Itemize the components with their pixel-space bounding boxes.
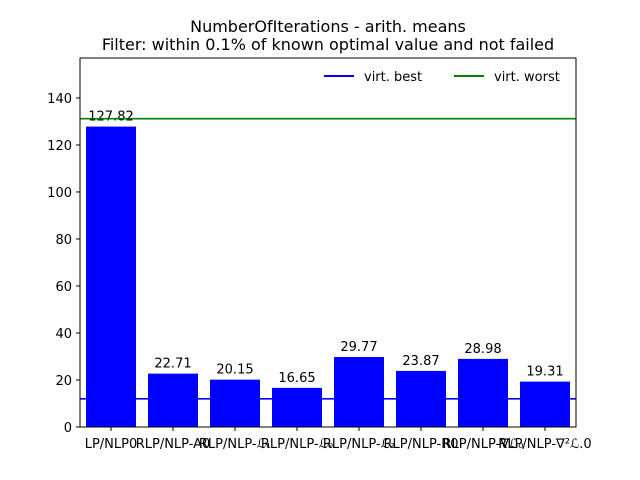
y-tick-label-5: 100 — [47, 186, 72, 201]
bar-3 — [272, 387, 322, 427]
x-tick-label-7: RLP/NLP-∇²ℒ.0 — [498, 437, 591, 452]
y-tick-label-4: 80 — [55, 233, 72, 248]
chart-subtitle: Filter: within 0.1% of known optimal val… — [102, 35, 554, 54]
bar-0 — [86, 126, 136, 428]
y-tick-label-6: 120 — [47, 139, 72, 154]
bar-4 — [334, 357, 384, 427]
legend-label-1: virt. worst — [494, 70, 560, 85]
bar-value-label-6: 28.98 — [464, 342, 501, 357]
bar-7 — [520, 381, 570, 427]
y-tick-label-0: 0 — [64, 421, 72, 436]
x-tick-label-4: RLP/NLP-ℒ₂ — [323, 437, 395, 452]
bar-1 — [148, 373, 198, 427]
chart-title: NumberOfIterations - arith. means — [190, 17, 466, 36]
bar-value-label-7: 19.31 — [526, 365, 563, 380]
x-tick-label-1: RLP/NLP-A0 — [136, 437, 211, 452]
axes-frame — [79, 57, 577, 428]
bar-value-label-3: 16.65 — [278, 371, 315, 386]
x-tick-label-6: RLP/NLP-∇ℒ₀ — [443, 437, 524, 452]
y-tick-label-7: 140 — [47, 92, 72, 107]
legend-label-0: virt. best — [364, 70, 422, 85]
bar-2 — [210, 379, 260, 427]
x-tick-label-2: RLP/NLP-ℒ₁ — [199, 437, 271, 452]
y-tick-label-2: 40 — [55, 327, 72, 342]
bar-value-label-2: 20.15 — [216, 363, 253, 378]
y-tick-label-3: 60 — [55, 280, 72, 295]
y-tick-label-1: 20 — [55, 374, 72, 389]
plot-area: 127.82 LP/NLP0 22.71 RLP/NLP-A0 20.15 RLP/NLP… — [47, 57, 592, 452]
x-tick-label-3: RLP/NLP-ℒ₀ — [261, 437, 333, 452]
bar-value-label-4: 29.77 — [340, 340, 377, 355]
bar-value-label-1: 22.71 — [154, 357, 191, 372]
x-tick-label-5: RLP/NLP-R0 — [383, 437, 458, 452]
bar-value-label-5: 23.87 — [402, 354, 439, 369]
bar-6 — [458, 358, 508, 427]
x-tick-label-0: LP/NLP0 — [85, 437, 138, 452]
bar-value-label-0: 127.82 — [88, 110, 134, 125]
